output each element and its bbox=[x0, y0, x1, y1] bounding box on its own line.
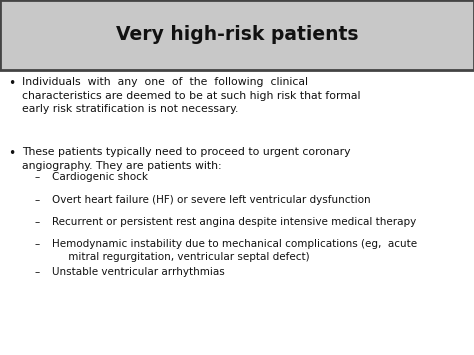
Text: Hemodynamic instability due to mechanical complications (eg,  acute
     mitral : Hemodynamic instability due to mechanica… bbox=[52, 239, 417, 262]
Text: Very high-risk patients: Very high-risk patients bbox=[116, 24, 358, 44]
Text: Unstable ventricular arrhythmias: Unstable ventricular arrhythmias bbox=[52, 267, 225, 277]
Text: •: • bbox=[8, 77, 15, 90]
Text: •: • bbox=[8, 147, 15, 160]
Text: These patients typically need to proceed to urgent coronary
angiography. They ar: These patients typically need to proceed… bbox=[22, 147, 350, 171]
Text: Cardiogenic shock: Cardiogenic shock bbox=[52, 172, 148, 182]
FancyBboxPatch shape bbox=[0, 0, 474, 70]
Text: –: – bbox=[35, 239, 40, 249]
FancyBboxPatch shape bbox=[0, 70, 474, 355]
Text: –: – bbox=[35, 195, 40, 205]
Text: –: – bbox=[35, 267, 40, 277]
Text: Individuals  with  any  one  of  the  following  clinical
characteristics are de: Individuals with any one of the followin… bbox=[22, 77, 361, 114]
Text: –: – bbox=[35, 172, 40, 182]
Text: –: – bbox=[35, 217, 40, 227]
Text: Overt heart failure (HF) or severe left ventricular dysfunction: Overt heart failure (HF) or severe left … bbox=[52, 195, 371, 205]
Text: Recurrent or persistent rest angina despite intensive medical therapy: Recurrent or persistent rest angina desp… bbox=[52, 217, 416, 227]
